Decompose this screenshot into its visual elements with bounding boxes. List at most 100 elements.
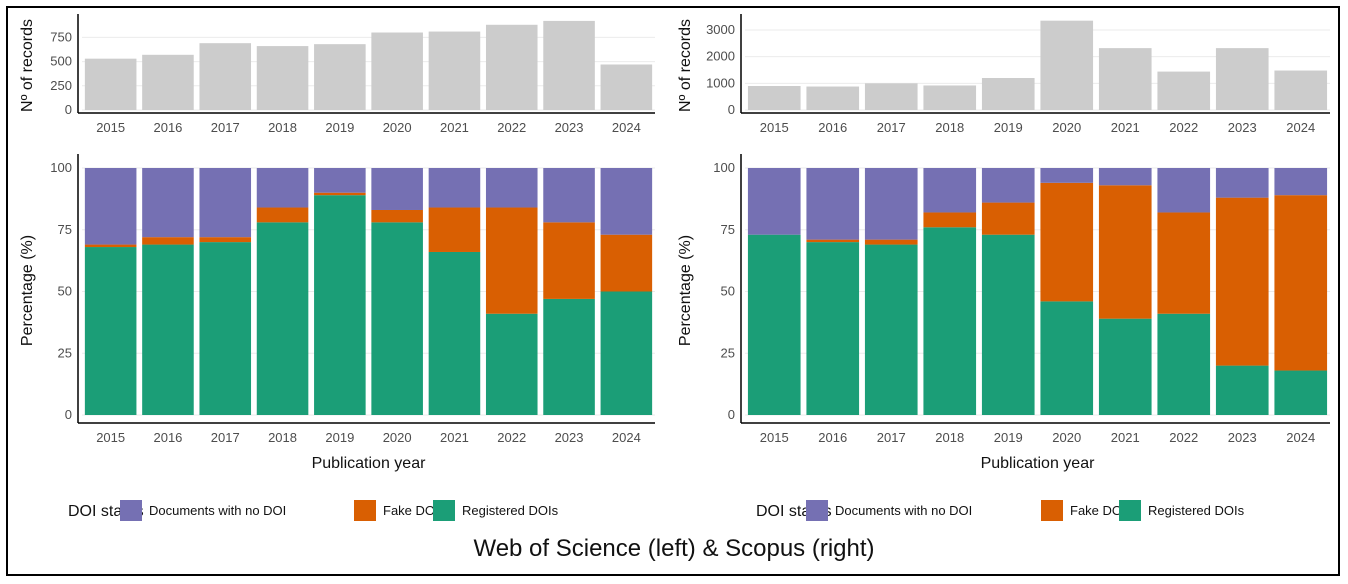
x-tick-label: 2016 bbox=[818, 120, 847, 135]
stacked-bar-segment bbox=[543, 298, 595, 415]
records-bar bbox=[371, 32, 423, 110]
x-tick-label: 2019 bbox=[325, 430, 354, 445]
y-tick-label: 0 bbox=[728, 407, 735, 422]
x-tick-label: 2024 bbox=[1286, 430, 1315, 445]
y-axis-title: Nº of records bbox=[19, 19, 36, 112]
x-tick-label: 2017 bbox=[877, 430, 906, 445]
stacked-bar-segment bbox=[485, 168, 538, 208]
legend-swatch bbox=[354, 500, 376, 521]
stacked-bar-segment bbox=[864, 239, 918, 245]
records-bar bbox=[199, 43, 252, 110]
stacked-bar-segment bbox=[1274, 195, 1328, 371]
stacked-bar-segment bbox=[485, 313, 538, 415]
x-tick-label: 2022 bbox=[1169, 430, 1198, 445]
stacked-bar-segment bbox=[1098, 318, 1152, 415]
records-bar bbox=[747, 86, 801, 110]
stacked-bar-segment bbox=[199, 168, 252, 238]
stacked-bar-segment bbox=[1157, 212, 1211, 314]
x-tick-label: 2023 bbox=[555, 120, 584, 135]
stacked-bar-segment bbox=[142, 244, 194, 415]
x-tick-label: 2015 bbox=[760, 430, 789, 445]
stacked-bar-segment bbox=[1098, 185, 1152, 319]
stacked-bar-segment bbox=[199, 237, 252, 243]
legend-label: Registered DOIs bbox=[462, 503, 559, 518]
y-tick-label: 0 bbox=[65, 102, 72, 117]
x-tick-label: 2021 bbox=[1111, 430, 1140, 445]
y-axis-title: Percentage (%) bbox=[19, 235, 36, 346]
x-tick-label: 2022 bbox=[497, 120, 526, 135]
stacked-bar-segment bbox=[543, 168, 595, 223]
stacked-bar-segment bbox=[1040, 182, 1094, 302]
stacked-bar-segment bbox=[806, 239, 860, 243]
stacked-bar-segment bbox=[747, 168, 801, 235]
x-tick-label: 2015 bbox=[96, 430, 125, 445]
stacked-bar-segment bbox=[600, 168, 653, 235]
legend-label: Documents with no DOI bbox=[149, 503, 286, 518]
stacked-bar-segment bbox=[84, 168, 137, 245]
stacked-bar-segment bbox=[1274, 370, 1328, 415]
records-bar bbox=[981, 78, 1035, 110]
y-tick-label: 0 bbox=[65, 407, 72, 422]
legend-swatch bbox=[806, 500, 828, 521]
y-tick-label: 250 bbox=[50, 78, 72, 93]
stacked-bar-segment bbox=[806, 242, 860, 415]
figure-caption: Web of Science (left) & Scopus (right) bbox=[473, 535, 875, 562]
stacked-bar-segment bbox=[923, 168, 977, 213]
legend-swatch bbox=[1041, 500, 1063, 521]
stacked-bar-segment bbox=[1274, 168, 1328, 196]
y-axis-title: Percentage (%) bbox=[677, 235, 694, 346]
legend-label: Fake DOIs bbox=[383, 503, 446, 518]
y-tick-label: 25 bbox=[58, 345, 72, 360]
legend-swatch bbox=[120, 500, 142, 521]
stacked-bar-segment bbox=[543, 222, 595, 299]
x-tick-label: 2018 bbox=[935, 430, 964, 445]
legend-label: Fake DOIs bbox=[1070, 503, 1133, 518]
x-tick-label: 2024 bbox=[1286, 120, 1315, 135]
stacked-bar-segment bbox=[256, 168, 309, 208]
stacked-bar-segment bbox=[1157, 313, 1211, 415]
stacked-bar-segment bbox=[84, 244, 137, 248]
stacked-bar-segment bbox=[371, 209, 423, 223]
stacked-bar-segment bbox=[314, 195, 366, 415]
x-tick-label: 2021 bbox=[440, 120, 469, 135]
records-bar bbox=[428, 31, 481, 111]
records-bar bbox=[1274, 70, 1328, 110]
y-tick-label: 100 bbox=[50, 160, 72, 175]
legend-label: Registered DOIs bbox=[1148, 503, 1245, 518]
x-axis-title: Publication year bbox=[981, 455, 1096, 472]
x-axis-title: Publication year bbox=[312, 455, 427, 472]
stacked-bar-segment bbox=[314, 192, 366, 196]
x-tick-label: 2017 bbox=[211, 120, 240, 135]
y-tick-label: 50 bbox=[721, 284, 735, 299]
x-tick-label: 2019 bbox=[994, 430, 1023, 445]
stacked-bar-segment bbox=[314, 168, 366, 193]
stacked-bar-segment bbox=[1215, 365, 1269, 415]
x-tick-label: 2020 bbox=[1052, 430, 1081, 445]
x-tick-label: 2018 bbox=[268, 120, 297, 135]
stacked-bar-segment bbox=[256, 207, 309, 223]
stacked-bar-segment bbox=[1215, 168, 1269, 198]
x-tick-label: 2023 bbox=[1228, 430, 1257, 445]
legend-label: Documents with no DOI bbox=[835, 503, 972, 518]
records-bar bbox=[923, 85, 977, 110]
x-tick-label: 2015 bbox=[96, 120, 125, 135]
records-bar bbox=[256, 46, 309, 110]
x-tick-label: 2020 bbox=[383, 120, 412, 135]
stacked-bar-segment bbox=[256, 222, 309, 415]
records-bar bbox=[1215, 48, 1269, 110]
stacked-bar-segment bbox=[600, 234, 653, 292]
legend-swatch bbox=[433, 500, 455, 521]
x-tick-label: 2020 bbox=[383, 430, 412, 445]
stacked-bar-segment bbox=[428, 251, 481, 415]
legend-swatch bbox=[1119, 500, 1141, 521]
stacked-bar-segment bbox=[1098, 168, 1152, 186]
x-tick-label: 2018 bbox=[268, 430, 297, 445]
x-tick-label: 2016 bbox=[153, 120, 182, 135]
stacked-bar-segment bbox=[1215, 197, 1269, 366]
x-tick-label: 2016 bbox=[153, 430, 182, 445]
records-bar bbox=[543, 20, 595, 110]
x-tick-label: 2016 bbox=[818, 430, 847, 445]
records-bar bbox=[1098, 48, 1152, 110]
x-tick-label: 2017 bbox=[877, 120, 906, 135]
